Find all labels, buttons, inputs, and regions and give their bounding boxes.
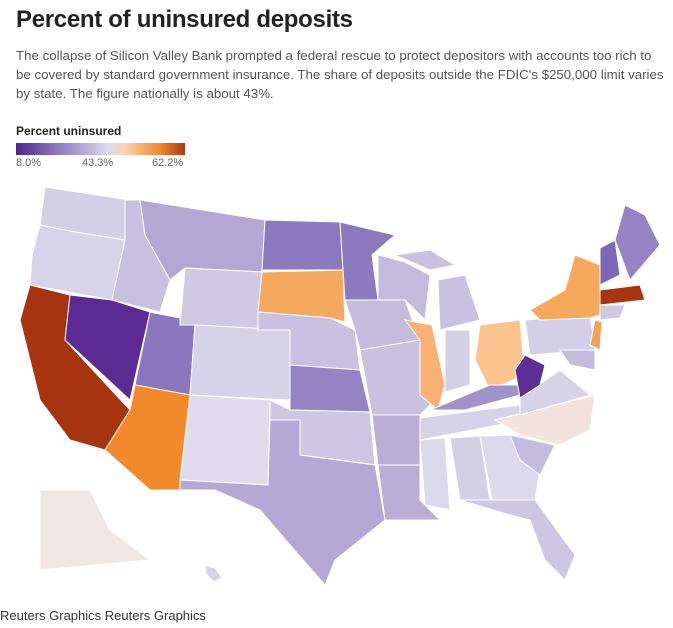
state-sd[interactable] — [257, 269, 346, 323]
legend-tick-mid: 43.3% — [82, 157, 114, 169]
state-mi-u[interactable] — [393, 249, 457, 271]
state-nc[interactable] — [493, 394, 596, 446]
us-choropleth-map — [19, 186, 661, 586]
state-wy[interactable] — [179, 267, 263, 331]
state-ks[interactable] — [289, 364, 371, 413]
state-fl[interactable] — [459, 499, 576, 581]
state-pa[interactable] — [524, 314, 596, 356]
state-nj[interactable] — [589, 319, 603, 351]
legend-tick-min: 8.0% — [16, 157, 42, 169]
state-nv[interactable] — [64, 294, 151, 401]
state-ak[interactable] — [39, 489, 152, 571]
description: The collapse of Silicon Valley Bank prom… — [16, 48, 664, 101]
state-va[interactable] — [519, 369, 592, 416]
state-wi[interactable] — [377, 254, 431, 322]
legend-gradient-bar — [16, 143, 185, 155]
legend-ticks: 8.0% 43.3% 62.2% — [16, 157, 185, 171]
state-wv[interactable] — [514, 354, 546, 399]
color-legend: Percent uninsured 8.0% 43.3% 62.2% — [16, 124, 185, 171]
state-ct-ri[interactable] — [599, 304, 626, 321]
legend-title: Percent uninsured — [16, 124, 122, 138]
state-mi-l[interactable] — [437, 274, 481, 331]
state-ms[interactable] — [419, 437, 451, 511]
state-hi[interactable] — [204, 564, 223, 583]
page-title: Percent of uninsured deposits — [16, 6, 353, 33]
state-la[interactable] — [377, 464, 442, 521]
state-sc[interactable] — [509, 434, 556, 476]
state-me[interactable] — [614, 204, 661, 281]
state-ny[interactable] — [529, 254, 601, 321]
state-tx[interactable] — [179, 419, 386, 586]
state-nd[interactable] — [261, 219, 344, 271]
state-mo[interactable] — [359, 339, 436, 416]
state-vt-nh[interactable] — [599, 239, 621, 286]
state-nm[interactable] — [179, 394, 271, 486]
source-credit: Reuters Graphics Reuters Graphics — [0, 608, 206, 623]
state-in[interactable] — [444, 329, 471, 393]
state-ma[interactable] — [599, 284, 646, 306]
state-ar[interactable] — [371, 414, 421, 466]
legend-tick-max: 62.2% — [152, 157, 184, 169]
state-md-de[interactable] — [559, 349, 596, 371]
state-co[interactable] — [189, 324, 291, 401]
state-oh[interactable] — [474, 319, 526, 391]
